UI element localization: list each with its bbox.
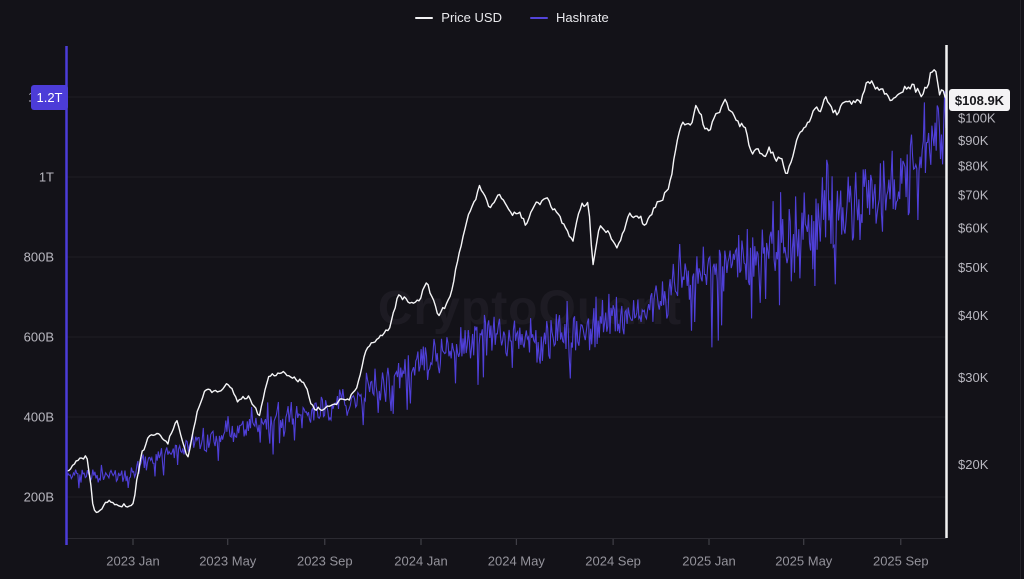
price-line xyxy=(66,69,947,514)
x-axis-tick-label: 2025 Sep xyxy=(873,554,929,569)
right-axis-tick-label: $90K xyxy=(958,133,989,148)
hashrate-current-value-badge: 1.2T xyxy=(31,85,68,110)
right-axis-tick-label: $20K xyxy=(958,457,989,472)
x-axis-tick-label: 2024 Jan xyxy=(394,554,448,569)
left-axis-tick-label: 400B xyxy=(24,410,54,425)
left-axis-tick-label: 600B xyxy=(24,330,54,345)
x-axis-tick-label: 2023 May xyxy=(199,554,257,569)
hashrate-line-swatch-icon xyxy=(529,16,548,19)
x-axis-tick-label: 2023 Jan xyxy=(106,554,160,569)
left-axis-tick-label: 200B xyxy=(24,490,54,505)
x-axis-tick-label: 2025 May xyxy=(775,554,833,569)
watermark: CryptoQuant xyxy=(377,282,683,335)
price-current-value-badge: $108.9K xyxy=(949,89,1010,111)
right-axis-tick-label: $80K xyxy=(958,159,989,174)
right-axis-tick-label: $50K xyxy=(958,260,989,275)
legend-label-hashrate: Hashrate xyxy=(555,10,609,25)
left-axis-tick-label: 1T xyxy=(39,170,54,185)
hashrate-line xyxy=(66,90,947,489)
price-line-swatch-icon xyxy=(415,16,434,19)
legend-item-price[interactable]: Price USD xyxy=(415,10,502,25)
x-axis-tick-label: 2025 Jan xyxy=(682,554,736,569)
right-axis-tick-label: $60K xyxy=(958,221,989,236)
left-axis-tick-label: 800B xyxy=(24,250,54,265)
legend: Price USD Hashrate xyxy=(0,10,1024,25)
x-axis-tick-label: 2023 Sep xyxy=(297,554,353,569)
x-axis-tick-label: 2024 Sep xyxy=(585,554,641,569)
right-axis-tick-label: $100K xyxy=(958,111,996,126)
legend-label-price: Price USD xyxy=(441,10,502,25)
right-axis-tick-label: $40K xyxy=(958,308,989,323)
right-axis-tick-label: $70K xyxy=(958,187,989,202)
legend-item-hashrate[interactable]: Hashrate xyxy=(529,10,609,25)
x-axis-tick-label: 2024 May xyxy=(488,554,546,569)
right-axis-tick-label: $30K xyxy=(958,370,989,385)
